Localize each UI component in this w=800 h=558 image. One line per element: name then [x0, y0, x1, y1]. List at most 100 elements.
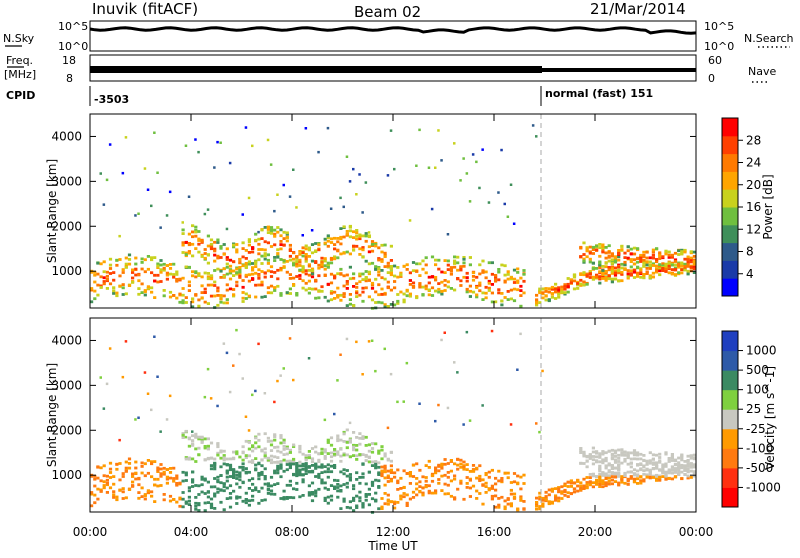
- velocity-cell: [478, 474, 482, 478]
- power-cell: [197, 250, 201, 254]
- power-cell: [352, 244, 356, 248]
- power-cell: [512, 281, 517, 284]
- power-cell: [228, 271, 233, 275]
- velocity-cell: [598, 467, 602, 471]
- velocity-cell: [367, 493, 371, 496]
- power-cell: [219, 269, 223, 273]
- velocity-cell: [494, 494, 498, 498]
- power-cell: [686, 255, 690, 259]
- power-cell: [427, 275, 431, 279]
- power-cell: [355, 295, 359, 298]
- power-cell: [658, 257, 662, 260]
- power-cell: [279, 243, 283, 246]
- velocity-cell: [582, 462, 586, 465]
- power-cell: [610, 258, 614, 262]
- velocity-cell: [677, 464, 681, 468]
- power-cell: [355, 291, 359, 295]
- power-cell: [396, 299, 400, 303]
- velocity-cell: [203, 509, 207, 512]
- velocity-cell: [411, 475, 416, 478]
- power-cell: [487, 279, 491, 283]
- velocity-cell: [336, 495, 340, 499]
- velocity-cell: [137, 477, 141, 481]
- velocity-cell: [459, 481, 463, 485]
- power-cell: [206, 208, 210, 211]
- velocity-cell: [370, 450, 375, 454]
- velocity-cell: [692, 471, 696, 475]
- velocity-cell: [225, 479, 229, 483]
- power-cell: [260, 262, 264, 265]
- velocity-cell: [579, 461, 583, 465]
- power-cell: [380, 258, 384, 261]
- velocity-cell: [244, 491, 248, 495]
- power-cell: [550, 295, 554, 299]
- power-cell: [235, 250, 239, 254]
- power-cell: [421, 293, 425, 297]
- power-cell: [667, 267, 671, 271]
- velocity-cell: [626, 451, 630, 455]
- velocity-cell: [487, 487, 491, 491]
- power-cell: [345, 273, 349, 277]
- power-cell: [200, 275, 204, 279]
- velocity-cell: [336, 453, 340, 456]
- velocity-cell: [295, 467, 299, 471]
- power-cell: [563, 287, 567, 291]
- power-cell: [434, 263, 438, 267]
- velocity-cell: [374, 462, 378, 465]
- power-cell: [443, 259, 447, 262]
- power-cell: [238, 272, 242, 276]
- power-cell: [585, 282, 589, 286]
- velocity-cell: [178, 504, 182, 508]
- velocity-cell: [389, 464, 393, 468]
- power-cell: [613, 255, 618, 259]
- velocity-cell: [276, 449, 280, 453]
- velocity-cell: [247, 487, 251, 490]
- velocity-cell: [462, 464, 466, 467]
- power-cell: [673, 260, 678, 263]
- power-cell: [620, 248, 624, 251]
- velocity-cell: [358, 499, 362, 503]
- power-cell: [184, 301, 188, 304]
- velocity-cell: [320, 478, 324, 482]
- velocity-cell: [655, 453, 659, 457]
- velocity-cell: [131, 475, 135, 478]
- velocity-cell: [203, 458, 207, 461]
- velocity-cell: [124, 460, 128, 464]
- power-cell: [235, 271, 239, 274]
- velocity-cell: [541, 498, 545, 502]
- velocity-cell: [146, 471, 150, 475]
- power-cell: [140, 261, 144, 264]
- power-cell: [399, 290, 403, 294]
- power-cell: [478, 263, 482, 267]
- velocity-cell: [127, 466, 132, 470]
- velocity-cell: [115, 467, 119, 471]
- power-cell: [203, 248, 207, 251]
- velocity-cell: [648, 459, 652, 463]
- velocity-cell: [292, 487, 296, 491]
- power-cell: [219, 256, 223, 259]
- power-cell: [658, 269, 662, 273]
- power-cell: [213, 253, 217, 257]
- power-cell: [93, 297, 97, 301]
- power-cell: [342, 295, 346, 298]
- power-cell: [140, 282, 144, 286]
- power-cell: [648, 275, 652, 279]
- velocity-cell: [162, 498, 166, 502]
- velocity-cell: [670, 471, 674, 475]
- velocity-cell: [418, 468, 422, 472]
- velocity-cell: [396, 468, 400, 472]
- power-cell: [579, 278, 583, 282]
- velocity-cell: [219, 481, 223, 485]
- velocity-cell: [355, 478, 359, 481]
- velocity-cell: [228, 457, 233, 461]
- velocity-cell: [165, 418, 169, 421]
- power-cell: [617, 279, 621, 283]
- power-cell: [399, 273, 403, 277]
- velocity-cell: [238, 465, 242, 469]
- power-cell: [405, 294, 409, 298]
- power-cell: [503, 273, 507, 277]
- power-cell: [194, 138, 197, 141]
- velocity-cell: [102, 474, 106, 478]
- power-cell: [490, 283, 494, 286]
- power-cell: [396, 275, 400, 279]
